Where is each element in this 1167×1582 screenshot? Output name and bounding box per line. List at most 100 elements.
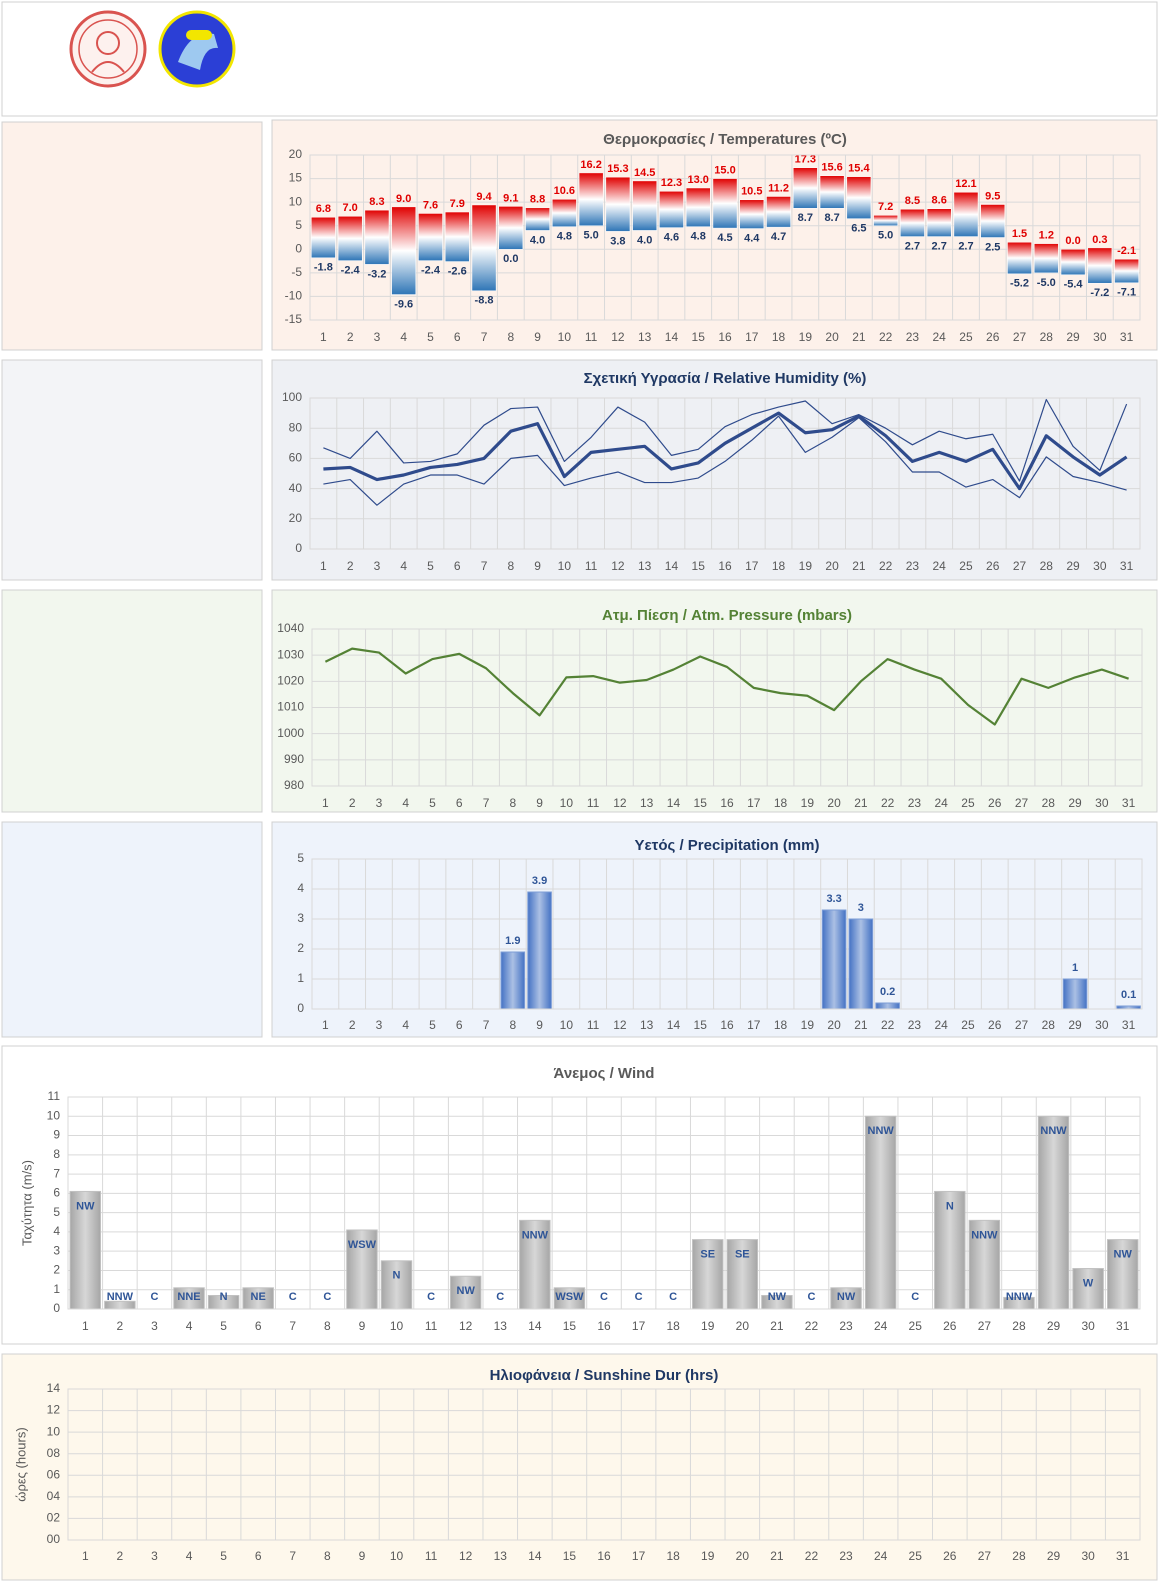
x-tick-label: 2 — [117, 1549, 124, 1563]
y-tick-label: 5 — [53, 1205, 60, 1219]
direction-label: NW — [837, 1291, 856, 1303]
temperature-bar — [337, 216, 363, 261]
y-tick-label: 980 — [284, 778, 304, 792]
x-tick-label: 12 — [613, 1018, 627, 1032]
x-tick-label: 6 — [454, 330, 461, 344]
min-label: 0.0 — [503, 253, 518, 265]
x-tick-label: 11 — [585, 559, 598, 573]
max-label: 14.5 — [634, 167, 655, 179]
x-tick-label: 29 — [1068, 1018, 1082, 1032]
x-tick-label: 4 — [402, 796, 409, 810]
value-label: 0.1 — [1121, 989, 1136, 1001]
x-tick-label: 2 — [349, 796, 356, 810]
x-tick-label: 2 — [347, 559, 354, 573]
value-label: 1.9 — [505, 935, 520, 947]
max-label: 0.3 — [1092, 234, 1107, 246]
x-tick-label: 24 — [933, 330, 947, 344]
min-label: 6.5 — [851, 223, 866, 235]
temperature-bar — [712, 178, 738, 229]
x-tick-label: 10 — [390, 1319, 404, 1333]
x-tick-label: 5 — [220, 1319, 227, 1333]
x-tick-label: 12 — [613, 796, 627, 810]
temperature-bar — [605, 176, 631, 232]
x-tick-label: 24 — [935, 1018, 949, 1032]
y-tick-label: 14 — [47, 1381, 61, 1395]
direction-label: NW — [1114, 1249, 1133, 1261]
chart-title: Θερμοκρασίες / Temperatures (ºC) — [603, 131, 847, 148]
x-tick-label: 19 — [799, 330, 813, 344]
min-label: -5.2 — [1010, 278, 1029, 290]
temperature-bar — [391, 206, 417, 295]
x-tick-label: 8 — [507, 559, 514, 573]
x-tick-label: 20 — [736, 1549, 750, 1563]
y-tick-label: 2 — [53, 1263, 60, 1277]
min-label: 5.0 — [878, 230, 893, 242]
max-label: 16.2 — [580, 159, 601, 171]
chart-panel — [271, 821, 1158, 1038]
direction-label: NNW — [1006, 1291, 1033, 1303]
x-tick-label: 9 — [536, 1018, 543, 1032]
chart-title: Ηλιοφάνεια / Sunshine Dur (hrs) — [490, 1367, 719, 1384]
value-label: 3.9 — [532, 875, 547, 887]
temperature-bar — [659, 191, 684, 228]
x-tick-label: 11 — [425, 1319, 438, 1333]
x-tick-label: 15 — [694, 1018, 708, 1032]
value-label: 3 — [858, 902, 864, 914]
x-tick-label: 1 — [82, 1319, 89, 1333]
temperature-bar — [525, 207, 550, 231]
temperature-bar — [873, 215, 898, 226]
x-tick-label: 23 — [839, 1319, 853, 1333]
direction-label: WSW — [348, 1239, 377, 1251]
temperature-bar — [819, 175, 845, 209]
x-tick-label: 6 — [456, 1018, 463, 1032]
direction-label: NW — [768, 1291, 787, 1303]
x-tick-label: 15 — [692, 559, 706, 573]
direction-label: WSW — [555, 1291, 584, 1303]
direction-label: SE — [735, 1249, 750, 1261]
x-tick-label: 31 — [1120, 330, 1134, 344]
y-tick-label: 0 — [295, 541, 302, 555]
side-panel — [1, 821, 263, 1038]
max-label: 12.1 — [955, 178, 976, 190]
max-label: 9.4 — [476, 191, 492, 203]
x-tick-label: 1 — [320, 559, 327, 573]
x-tick-label: 29 — [1068, 796, 1082, 810]
x-tick-label: 14 — [665, 559, 679, 573]
x-tick-label: 21 — [854, 1018, 868, 1032]
temperature-bar — [900, 208, 925, 237]
temperature-bar — [471, 204, 497, 292]
bar — [1106, 1239, 1139, 1310]
max-label: 12.3 — [661, 177, 682, 189]
min-label: 4.8 — [557, 231, 572, 243]
y-tick-label: 15 — [289, 171, 303, 185]
x-tick-label: 30 — [1081, 1549, 1095, 1563]
temperature-bar — [1060, 249, 1086, 275]
x-tick-label: 14 — [667, 796, 681, 810]
side-panel — [1, 589, 263, 813]
bar — [527, 891, 552, 1010]
line-series — [324, 647, 1129, 726]
x-tick-label: 17 — [745, 559, 759, 573]
min-label: 2.7 — [905, 240, 920, 252]
x-tick-label: 21 — [852, 330, 866, 344]
x-tick-label: 27 — [1015, 796, 1029, 810]
y-tick-label: 5 — [297, 851, 304, 865]
x-tick-label: 13 — [494, 1549, 508, 1563]
max-label: 8.5 — [905, 195, 920, 207]
x-tick-label: 12 — [459, 1549, 473, 1563]
temperature-bar — [1033, 243, 1059, 274]
direction-label: NW — [76, 1200, 95, 1212]
temperature-bar — [311, 216, 336, 259]
min-label: -5.4 — [1064, 279, 1084, 291]
x-tick-label: 19 — [801, 796, 815, 810]
x-tick-label: 8 — [509, 1018, 516, 1032]
x-tick-label: 3 — [374, 559, 381, 573]
x-tick-label: 21 — [852, 559, 866, 573]
direction-label: NNE — [177, 1291, 200, 1303]
temperature-bar — [980, 204, 1006, 238]
y-tick-label: 990 — [284, 752, 304, 766]
x-tick-label: 30 — [1095, 796, 1109, 810]
x-tick-label: 11 — [425, 1549, 438, 1563]
y-tick-label: 20 — [289, 147, 303, 161]
x-tick-label: 31 — [1116, 1549, 1130, 1563]
